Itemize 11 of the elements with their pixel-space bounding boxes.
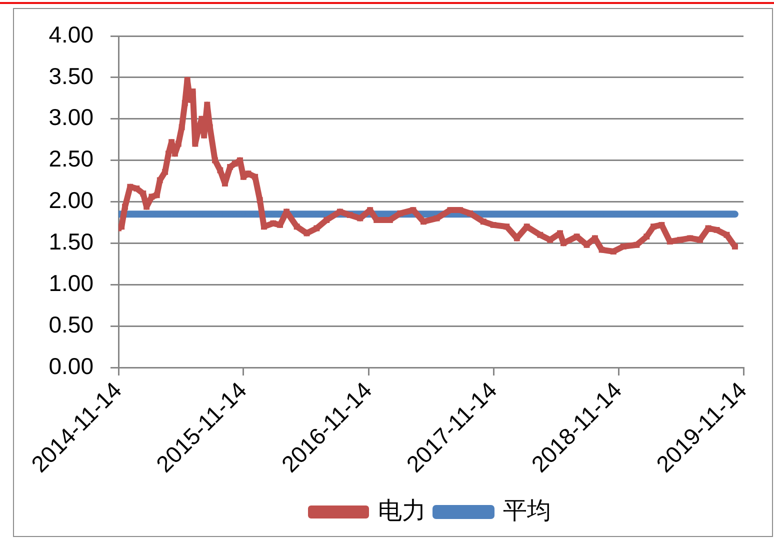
y-tick-label: 4.00: [48, 21, 94, 48]
y-tick-label: 1.00: [48, 270, 94, 296]
y-tick-label: 0.50: [48, 311, 94, 338]
legend-label: 平均: [503, 498, 551, 525]
y-tick-label: 1.50: [48, 228, 94, 255]
y-tick-label: 3.50: [48, 62, 94, 89]
y-tick-label: 2.50: [48, 146, 94, 172]
legend-label: 电力: [378, 498, 426, 525]
y-tick-label: 0.00: [48, 352, 94, 379]
y-tick-label: 3.00: [48, 104, 94, 130]
y-tick-label: 2.00: [48, 187, 94, 214]
